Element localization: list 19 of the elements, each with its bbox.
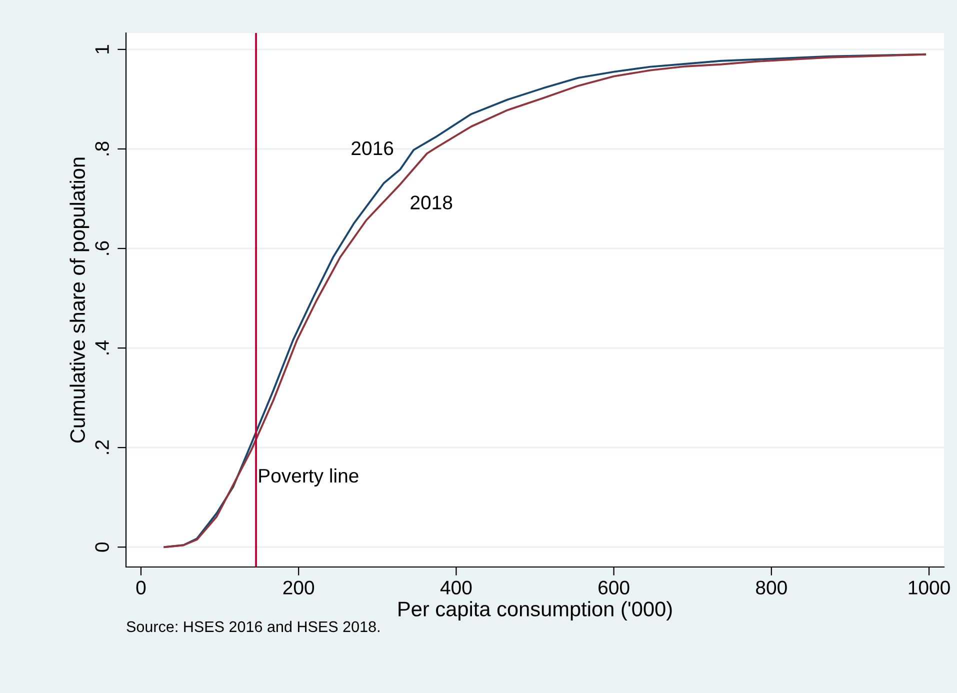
y-tick-label: .2	[95, 440, 109, 454]
x-tick-label: 0	[136, 580, 146, 594]
y-tick-label: 0	[95, 542, 109, 552]
x-tick-label: 200	[283, 580, 314, 594]
y-tick-label: .6	[95, 241, 109, 255]
x-tick-label: 400	[440, 580, 472, 594]
y-axis-title: Cumulative share of population	[70, 158, 90, 443]
series-label: 2018	[410, 196, 452, 210]
y-tick-label: 1	[95, 44, 109, 54]
x-tick-label: 800	[756, 580, 787, 594]
x-tick-label: 600	[598, 580, 630, 594]
x-tick-label: 1000	[908, 580, 950, 594]
series-label: 2016	[352, 141, 394, 156]
ref-line-label: Poverty line	[259, 468, 358, 486]
x-axis-title: Per capita consumption ('000)	[398, 601, 672, 621]
line-series	[164, 53, 926, 548]
y-tick-label: .4	[95, 340, 109, 354]
y-tick-label: .8	[95, 142, 109, 156]
source-note: Source: HSES 2016 and HSES 2018.	[126, 620, 380, 632]
